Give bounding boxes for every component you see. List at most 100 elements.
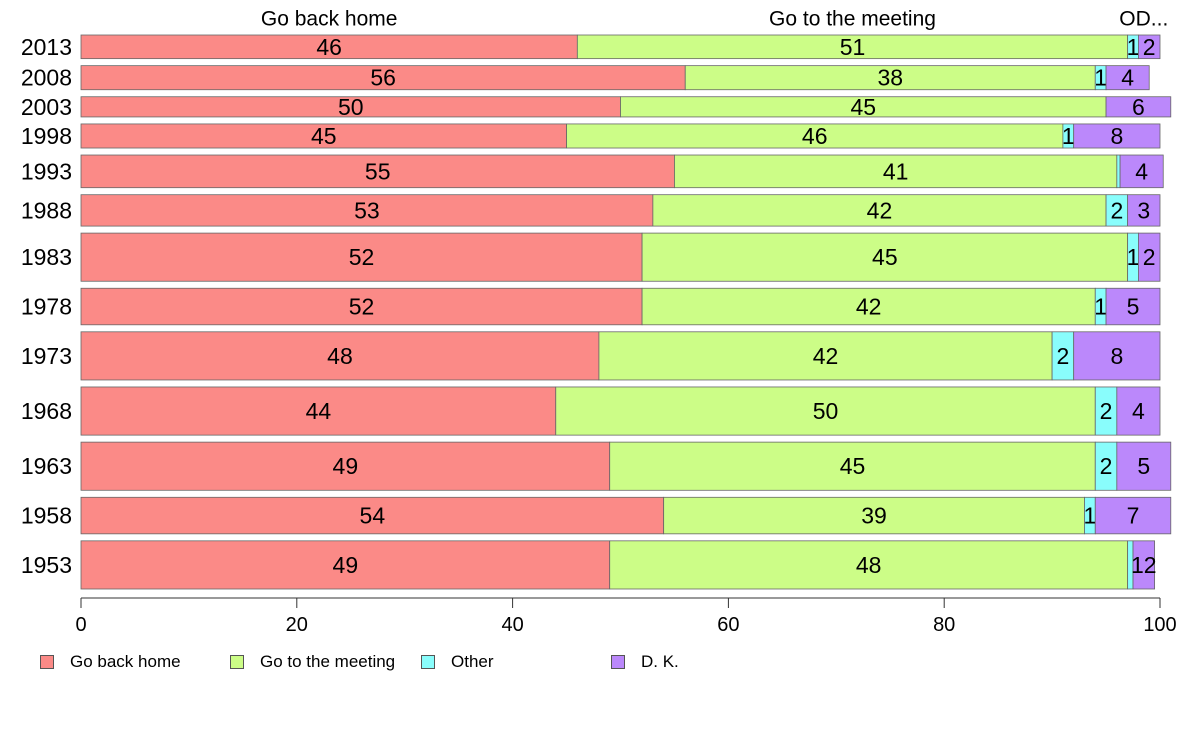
y-tick-label: 1988 bbox=[21, 197, 72, 223]
bar-segment bbox=[1105, 65, 1150, 91]
bar-row-1958: 54 39 1 7 bbox=[80, 496, 1172, 535]
bar-segment bbox=[1116, 386, 1161, 436]
data-label: 46 bbox=[802, 123, 828, 149]
bar-segment bbox=[609, 441, 1096, 491]
y-tick-label: 1998 bbox=[21, 123, 72, 149]
data-label: 56 bbox=[370, 65, 396, 91]
data-label: 8 bbox=[1110, 343, 1123, 369]
data-label: 53 bbox=[354, 197, 380, 223]
data-label: 1 bbox=[1083, 503, 1096, 529]
data-label: 41 bbox=[883, 158, 909, 184]
legend-item-dk: D. K. bbox=[611, 652, 679, 672]
bar-row-1953: 49 48 12 bbox=[80, 540, 1157, 590]
y-tick-label: 1993 bbox=[21, 158, 72, 184]
bar-row-1968: 44 50 2 4 bbox=[80, 386, 1161, 436]
y-tick-label: 1978 bbox=[21, 294, 72, 320]
bar-segment bbox=[684, 65, 1096, 91]
bar-segment bbox=[566, 123, 1064, 149]
y-tick-label: 1958 bbox=[21, 503, 72, 529]
data-label: 1 bbox=[1094, 294, 1107, 320]
y-axis-labels: 2013 2008 2003 1998 1993 1988 1983 1978 1973 1968… bbox=[21, 34, 72, 578]
legend-item-other: Other bbox=[421, 652, 494, 672]
data-label: 5 bbox=[1137, 453, 1150, 479]
x-tick-label: 100 bbox=[1143, 614, 1176, 636]
data-label: 1 bbox=[1127, 244, 1140, 270]
legend-swatch bbox=[40, 655, 54, 669]
bar-segment bbox=[80, 194, 654, 227]
data-label: 1 bbox=[1094, 65, 1107, 91]
bar-segment bbox=[80, 496, 665, 535]
column-header: OD... bbox=[1119, 8, 1168, 31]
bar-segment bbox=[1073, 331, 1161, 381]
legend-swatch bbox=[230, 655, 244, 669]
x-tick-label: 20 bbox=[286, 614, 308, 636]
bar-row-2013: 46 51 1 2 bbox=[80, 34, 1161, 60]
bar-segment bbox=[1116, 154, 1121, 189]
x-tick-label: 60 bbox=[717, 614, 739, 636]
bar-row-1993: 55 41 4 bbox=[80, 154, 1164, 189]
bar-row-1988: 53 42 2 3 bbox=[80, 194, 1161, 227]
y-tick-label: 1963 bbox=[21, 453, 72, 479]
data-label: 42 bbox=[813, 343, 839, 369]
data-label: 42 bbox=[856, 294, 882, 320]
data-label: 49 bbox=[333, 552, 359, 578]
bar-row-1973: 48 42 2 8 bbox=[80, 331, 1161, 381]
bar-segment bbox=[663, 496, 1085, 535]
y-tick-label: 1953 bbox=[21, 552, 72, 578]
bar-segment bbox=[80, 441, 611, 491]
data-label: 2 bbox=[1100, 453, 1113, 479]
y-tick-label: 2003 bbox=[21, 94, 72, 120]
data-label: 45 bbox=[311, 123, 337, 149]
data-label: 12 bbox=[1131, 552, 1157, 578]
x-tick-label: 0 bbox=[75, 614, 86, 636]
data-label: 3 bbox=[1137, 197, 1150, 223]
data-label: 54 bbox=[360, 503, 386, 529]
data-label: 42 bbox=[867, 197, 893, 223]
data-label: 1 bbox=[1062, 123, 1075, 149]
legend-item-go-to-the-meeting: Go to the meeting bbox=[230, 652, 395, 672]
data-label: 45 bbox=[850, 94, 876, 120]
data-label: 45 bbox=[840, 453, 866, 479]
bar-segment bbox=[1116, 441, 1172, 491]
data-label: 4 bbox=[1121, 65, 1134, 91]
bar-segment bbox=[80, 540, 611, 590]
bar-segment bbox=[1138, 232, 1161, 282]
bar-segment bbox=[1105, 287, 1161, 326]
column-header: Go to the meeting bbox=[769, 8, 936, 31]
data-label: 49 bbox=[333, 453, 359, 479]
x-tick-label: 80 bbox=[933, 614, 955, 636]
bar-segment bbox=[1132, 540, 1156, 590]
bar-segment bbox=[641, 232, 1129, 282]
data-label: 44 bbox=[306, 398, 332, 424]
data-label: 2 bbox=[1143, 244, 1156, 270]
legend-label: D. K. bbox=[641, 652, 679, 671]
data-label: 50 bbox=[813, 398, 839, 424]
column-header: Go back home bbox=[261, 8, 398, 31]
data-label: 7 bbox=[1127, 503, 1140, 529]
bar-row-1998: 45 46 1 8 bbox=[80, 123, 1161, 149]
bar-segment bbox=[1105, 96, 1172, 118]
data-label: 48 bbox=[856, 552, 882, 578]
data-label: 52 bbox=[349, 294, 375, 320]
data-label: 2 bbox=[1143, 34, 1156, 60]
bar-segment bbox=[674, 154, 1118, 189]
data-label: 48 bbox=[327, 343, 353, 369]
data-label: 51 bbox=[840, 34, 866, 60]
bar-segment bbox=[1094, 496, 1172, 535]
bar-segment bbox=[652, 194, 1107, 227]
bar-row-1983: 52 45 1 2 bbox=[80, 232, 1161, 282]
data-label: 2 bbox=[1056, 343, 1069, 369]
x-axis: 0 20 40 60 80 100 bbox=[75, 597, 1177, 636]
x-tick-label: 40 bbox=[501, 614, 523, 636]
y-tick-label: 1973 bbox=[21, 343, 72, 369]
data-label: 46 bbox=[316, 34, 342, 60]
legend-swatch bbox=[421, 655, 435, 669]
data-label: 55 bbox=[365, 158, 391, 184]
bar-segment bbox=[80, 65, 686, 91]
data-label: 1 bbox=[1127, 34, 1140, 60]
data-label: 39 bbox=[861, 503, 887, 529]
bar-rows: 46 51 1 256 38 1 450 45 645 46 1 855 41 453 42 2 352 45 1 2… bbox=[80, 34, 1172, 590]
y-tick-label: 2013 bbox=[21, 34, 72, 60]
bar-segment bbox=[555, 386, 1096, 436]
column-headers: Go back home Go to the meeting OD... bbox=[261, 8, 1168, 31]
